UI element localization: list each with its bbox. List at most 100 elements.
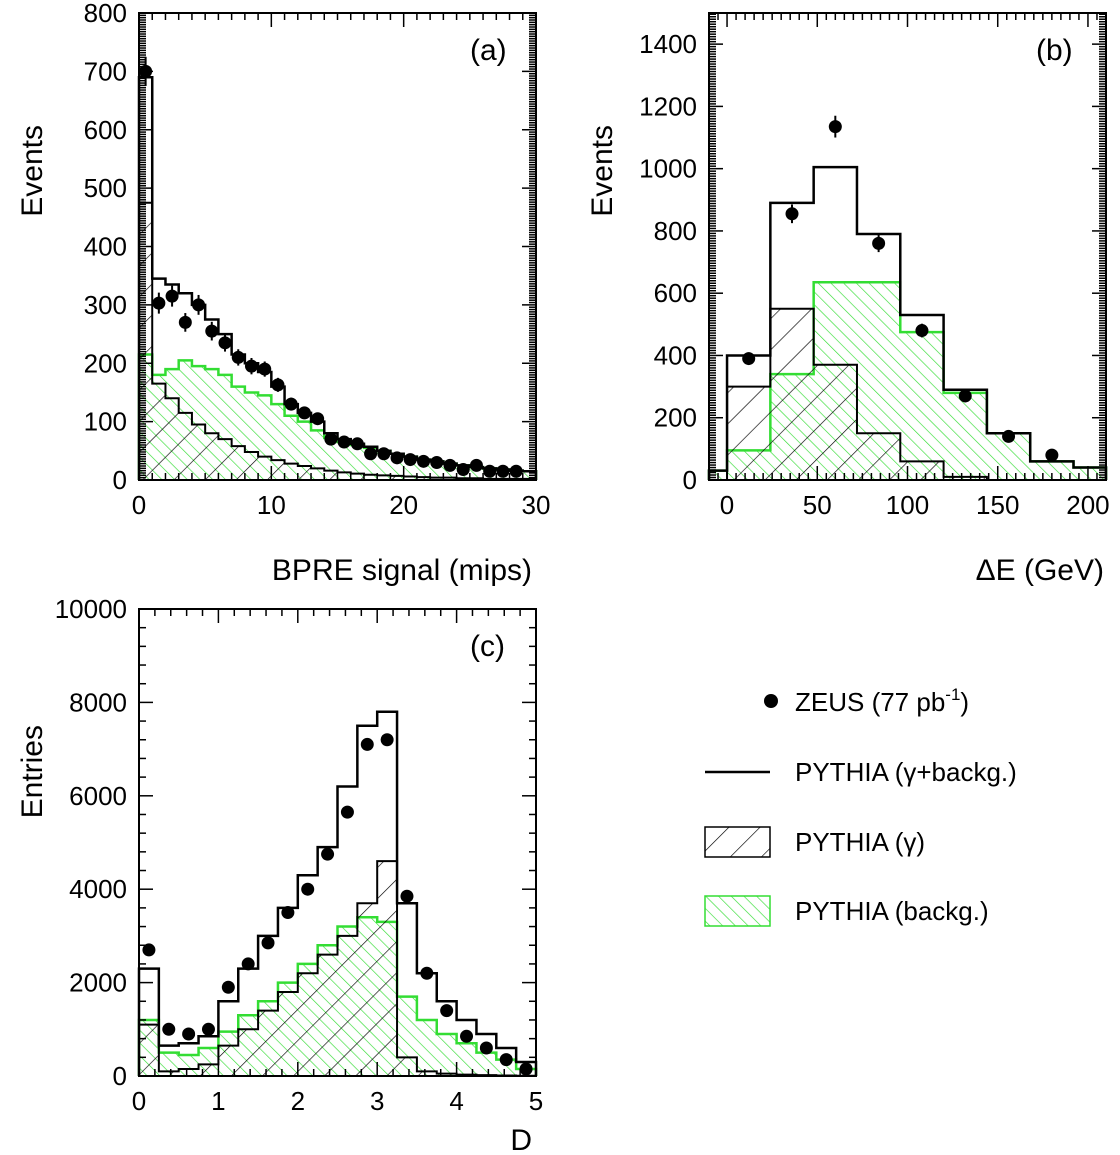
legend: ZEUS (77 pb-1) PYTHIA (γ+backg.) PYTHIA …: [704, 685, 1017, 927]
x-tick-label: 100: [886, 490, 929, 520]
data-point: [390, 451, 404, 465]
data-point: [165, 289, 179, 303]
data-point: [420, 966, 434, 980]
y-tick-label: 200: [654, 403, 697, 433]
x-tick-label: 3: [370, 1086, 384, 1116]
data-point: [337, 435, 351, 449]
data-point: [430, 455, 444, 469]
data-point: [509, 464, 523, 478]
legend-signal-swatch: [704, 826, 771, 858]
data-point: [142, 943, 156, 957]
x-axis-title: D: [510, 1124, 532, 1155]
data-point: [377, 447, 391, 461]
y-tick-label: 200: [84, 348, 127, 378]
data-point: [182, 1027, 196, 1041]
panel-tag: (a): [470, 34, 507, 67]
x-tick-label: 20: [389, 490, 418, 520]
panel-tag: (b): [1036, 34, 1073, 67]
data-point: [403, 453, 417, 467]
data-point: [915, 324, 929, 338]
y-tick-label: 600: [654, 278, 697, 308]
axes: 0 1 2 3 4 5 0 2000 4000 6000 8000 10000: [55, 594, 544, 1116]
data-point: [271, 378, 285, 392]
data-point: [244, 359, 258, 373]
x-tick-label: 4: [449, 1086, 463, 1116]
legend-zeus-label: ZEUS (77 pb-1): [795, 685, 969, 717]
data-point: [1002, 429, 1016, 443]
x-tick-label: 0: [720, 490, 734, 520]
data-point: [324, 432, 338, 446]
data-point: [201, 1022, 215, 1036]
plot-frame: [138, 608, 537, 1077]
panel-tag: (c): [470, 630, 505, 663]
data-point: [417, 454, 431, 468]
data-point: [519, 1062, 533, 1076]
data-point: [456, 462, 470, 476]
data-point: [297, 406, 311, 420]
y-axis-title: Events: [586, 125, 619, 217]
data-point: [301, 882, 315, 896]
data-point: [218, 336, 232, 350]
data-point: [460, 1029, 474, 1043]
data-point: [258, 362, 272, 376]
y-tick-label: 1200: [639, 91, 697, 121]
y-tick-label: 100: [84, 407, 127, 437]
total-histogram: [137, 75, 538, 480]
x-tick-label: 50: [803, 490, 832, 520]
y-tick-label: 10000: [55, 594, 127, 624]
data-point: [360, 737, 374, 751]
y-tick-label: 0: [683, 465, 697, 495]
x-tick-label: 150: [976, 490, 1019, 520]
data-point: [231, 350, 245, 364]
y-tick-label: 1000: [639, 154, 697, 184]
data-point: [496, 464, 510, 478]
x-tick-label: 0: [132, 1086, 146, 1116]
data-point: [261, 936, 275, 950]
total-histogram: [137, 710, 538, 1076]
x-tick-label: 200: [1066, 490, 1109, 520]
y-tick-label: 400: [84, 232, 127, 262]
y-tick-label: 800: [654, 216, 697, 246]
data-point: [828, 120, 842, 134]
zeus-data-points: [742, 115, 1059, 462]
y-tick-label: 500: [84, 173, 127, 203]
data-point: [350, 437, 364, 451]
x-tick-label: 10: [257, 490, 286, 520]
signal-fill: [709, 308, 1106, 480]
legend-total-label: PYTHIA (γ+backg.): [795, 757, 1017, 787]
data-point: [221, 980, 235, 994]
data-point: [483, 464, 497, 478]
legend-data-marker: [764, 694, 778, 708]
legend-background-swatch: [704, 895, 771, 927]
data-point: [281, 906, 295, 920]
signal-histogram: [138, 860, 537, 1077]
data-point: [152, 296, 166, 310]
data-point: [440, 1004, 454, 1018]
y-tick-label: 4000: [69, 874, 127, 904]
panel-c: 0 1 2 3 4 5 0 2000 4000 6000 8000 10000 (c) D Entri…: [16, 594, 543, 1155]
data-point: [364, 447, 378, 461]
y-tick-label: 300: [84, 290, 127, 320]
x-tick-label: 0: [132, 490, 146, 520]
data-point: [443, 458, 457, 472]
data-point: [192, 298, 206, 312]
zeus-data-points: [139, 56, 523, 478]
data-point: [785, 207, 799, 221]
y-axis-title: Events: [16, 125, 49, 217]
y-tick-label: 8000: [69, 687, 127, 717]
y-tick-label: 0: [113, 1061, 127, 1091]
data-point: [205, 324, 219, 338]
data-point: [742, 352, 756, 366]
y-tick-label: 600: [84, 115, 127, 145]
signal-outline: [138, 860, 537, 1077]
data-point: [958, 389, 972, 403]
data-point: [380, 733, 394, 747]
data-point: [178, 315, 192, 329]
y-tick-label: 800: [84, 0, 127, 28]
data-point: [321, 847, 335, 861]
data-point: [340, 805, 354, 819]
y-axis-title: Entries: [16, 725, 49, 818]
